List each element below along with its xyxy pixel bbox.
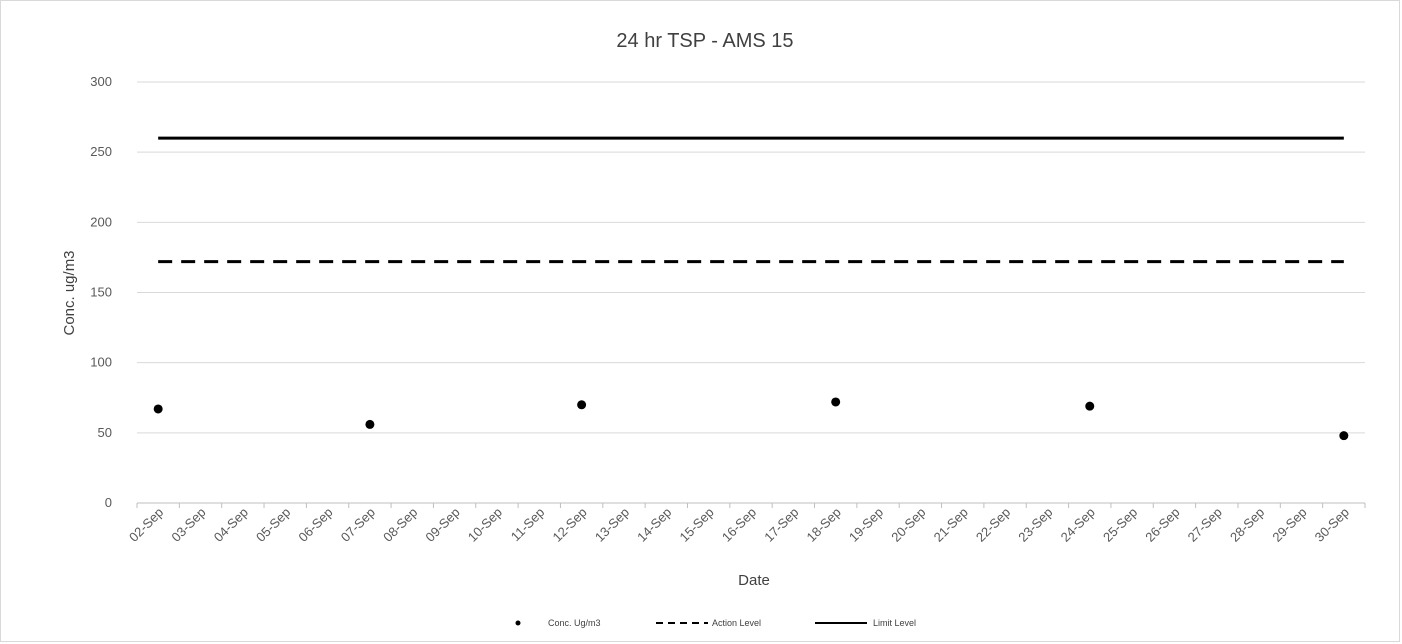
legend-label: Action Level xyxy=(712,618,761,628)
x-tick-label: 05-Sep xyxy=(253,505,293,545)
x-tick-label: 14-Sep xyxy=(634,505,674,545)
data-point xyxy=(1085,401,1095,411)
x-tick-label: 21-Sep xyxy=(931,505,971,545)
data-point xyxy=(577,400,587,410)
legend: Conc. Ug/m3 Action Level Limit Level xyxy=(515,618,916,628)
x-tick-label: 18-Sep xyxy=(804,505,844,545)
x-tick-label: 23-Sep xyxy=(1015,505,1055,545)
x-tick-label: 25-Sep xyxy=(1100,505,1140,545)
legend-label: Limit Level xyxy=(873,618,916,628)
legend-marker-conc xyxy=(515,620,521,626)
x-tick-label: 09-Sep xyxy=(422,505,462,545)
series-points xyxy=(153,397,1349,441)
y-tick-label: 300 xyxy=(90,74,112,89)
x-tick-label: 30-Sep xyxy=(1312,505,1352,545)
series-lines xyxy=(158,136,1344,264)
y-tick-labels: 0 50 100 150 200 250 300 xyxy=(90,74,112,510)
x-tick-label: 02-Sep xyxy=(126,505,166,545)
y-tick-label: 0 xyxy=(105,495,112,510)
chart-title: 24 hr TSP - AMS 15 xyxy=(616,30,793,52)
x-tick-label: 11-Sep xyxy=(508,505,548,545)
x-tick-label: 07-Sep xyxy=(338,505,378,545)
x-tick-label: 08-Sep xyxy=(380,505,420,545)
x-axis-title: Date xyxy=(738,572,770,589)
x-tick-label: 19-Sep xyxy=(846,505,886,545)
y-tick-label: 200 xyxy=(90,214,112,229)
y-tick-label: 50 xyxy=(98,425,112,440)
y-tick-label: 150 xyxy=(90,285,112,300)
y-tick-label: 100 xyxy=(90,355,112,370)
x-tick-label: 28-Sep xyxy=(1227,505,1267,545)
y-tick-label: 250 xyxy=(90,144,112,159)
x-tick-label: 22-Sep xyxy=(973,505,1013,545)
x-tick-label: 06-Sep xyxy=(295,505,335,545)
x-tick-label: 12-Sep xyxy=(549,505,589,545)
data-point xyxy=(1339,431,1349,441)
x-tick-label: 27-Sep xyxy=(1185,505,1225,545)
x-tick-label: 20-Sep xyxy=(888,505,928,545)
x-tick-label: 26-Sep xyxy=(1142,505,1182,545)
gridlines xyxy=(136,81,1366,508)
y-axis-title: Conc. ug/m3 xyxy=(61,250,78,335)
data-point xyxy=(365,419,375,429)
x-tick-label: 17-Sep xyxy=(761,505,801,545)
x-tick-label: 24-Sep xyxy=(1058,505,1098,545)
legend-label: Conc. Ug/m3 xyxy=(548,618,601,628)
x-tick-label: 04-Sep xyxy=(211,505,251,545)
data-point xyxy=(831,397,841,407)
x-tick-label: 03-Sep xyxy=(168,505,208,545)
x-tick-label: 13-Sep xyxy=(592,505,632,545)
x-tick-label: 29-Sep xyxy=(1269,505,1309,545)
x-tick-label: 16-Sep xyxy=(719,505,759,545)
x-tick-labels: 02-Sep 03-Sep 04-Sep 05-Sep 06-Sep 07-Sep 08-S… xyxy=(126,505,1352,545)
x-tick-label: 15-Sep xyxy=(677,505,717,545)
x-tick-label: 10-Sep xyxy=(465,505,505,545)
data-point xyxy=(153,404,163,414)
